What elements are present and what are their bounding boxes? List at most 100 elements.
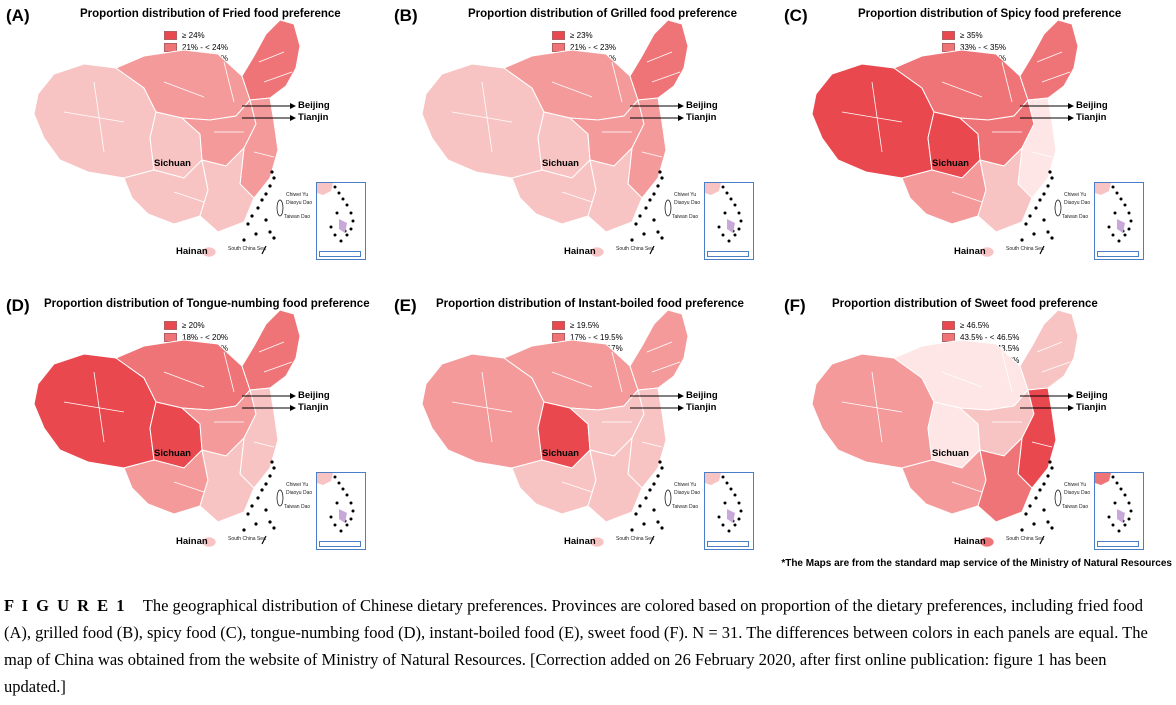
label-taiwan-dao: Taiwan Dao (284, 214, 311, 220)
coast-island-dot (1046, 230, 1050, 234)
inset-island-dot (349, 501, 353, 505)
label-south-china-sea: South China Sea (228, 246, 266, 252)
label-chiwei-yu: Chiwei Yu (674, 482, 697, 488)
hainan-island (589, 536, 605, 548)
scs-marker (649, 245, 655, 255)
coast-island-dot (1050, 176, 1054, 180)
legend-label: ≥ 46.5% (960, 321, 990, 330)
coast-island-dot (256, 496, 260, 500)
inset-island-dot (345, 203, 349, 207)
inset-island-dot (739, 509, 743, 513)
inset-island-dot (1107, 515, 1111, 519)
caption-text: The geographical distribution of Chinese… (4, 596, 1148, 696)
coast-island-dot (1038, 198, 1042, 202)
inset-island-dot (1119, 487, 1123, 491)
panel-letter: (F) (784, 296, 806, 315)
region-east (239, 97, 279, 199)
south-china-sea-inset (704, 472, 754, 550)
coast-island-dot (1050, 526, 1054, 530)
inset-island-dot (349, 517, 353, 521)
city-arrows (1020, 105, 1068, 119)
coast-island-dot (1032, 232, 1036, 236)
inset-island-dot (333, 475, 337, 479)
inset-island-dot (339, 529, 343, 533)
figure-label: F I G U R E 1 (4, 596, 127, 615)
scs-marker (261, 245, 267, 255)
panel-a: (A) Proportion distribution of Fried foo… (4, 2, 390, 280)
inset-island-dot (1111, 233, 1115, 237)
label-tianjin: Tianjin (686, 112, 717, 123)
coast-island-dot (272, 236, 276, 240)
inset-sea-area (727, 509, 735, 523)
inset-map (317, 473, 355, 533)
inset-map (705, 183, 743, 243)
coast-island-dot (268, 184, 272, 188)
inset-island-dot (723, 501, 727, 505)
label-hainan: Hainan (954, 246, 986, 257)
south-china-sea-inset (1094, 472, 1144, 550)
legend-swatch (552, 332, 565, 342)
label-beijing: Beijing (1076, 100, 1108, 111)
label-diaoyu-dao: Diaoyu Dao (674, 200, 701, 206)
legend-item: ≥ 23% (552, 30, 616, 41)
region-south (977, 436, 1033, 523)
coast-island-dot (1050, 466, 1054, 470)
label-sichuan: Sichuan (932, 158, 969, 169)
coast-island-dot (634, 512, 638, 516)
inset-island-dot (345, 493, 349, 497)
inset-island-dot (717, 515, 721, 519)
coast-island-dot (1038, 488, 1042, 492)
region-northeast (1019, 19, 1079, 101)
inset-mainland (317, 473, 333, 485)
panel-e: (E) Proportion distribution of Instant-b… (392, 292, 778, 570)
region-south (199, 146, 255, 233)
inset-footer (1097, 251, 1139, 257)
inset-sea-area (339, 509, 347, 523)
coast-island-dot (660, 236, 664, 240)
inset-map (1095, 183, 1133, 243)
legend-item: 21% - < 23% (552, 42, 616, 53)
panel-letter: (D) (6, 296, 30, 315)
coast-island-dot (658, 170, 662, 174)
legend-item: 17% - < 19.5% (552, 332, 623, 343)
label-beijing: Beijing (686, 390, 718, 401)
inset-footer (319, 251, 361, 257)
inset-island-dot (1111, 185, 1115, 189)
legend-swatch (164, 321, 177, 330)
coast-island-dot (268, 474, 272, 478)
coast-island-dot (242, 238, 246, 242)
arrow-heads (678, 103, 684, 121)
region-northeast (241, 309, 301, 391)
inset-island-dot (1127, 211, 1131, 215)
inset-island-dot (349, 211, 353, 215)
inset-island-dot (721, 523, 725, 527)
label-diaoyu-dao: Diaoyu Dao (1064, 490, 1091, 496)
inset-island-dot (1111, 475, 1115, 479)
label-hainan: Hainan (176, 246, 208, 257)
inset-island-dot (1117, 239, 1121, 243)
inset-island-dot (737, 227, 741, 231)
inset-island-dot (337, 481, 341, 485)
legend-item: ≥ 20% (164, 320, 228, 331)
region-northeast (241, 19, 301, 101)
inset-sea-area (727, 219, 735, 233)
legend-item: ≥ 19.5% (552, 320, 623, 331)
taiwan-island (276, 199, 284, 217)
legend-swatch (552, 31, 565, 40)
legend-swatch (552, 42, 565, 52)
coast-island-dot (1028, 504, 1032, 508)
coast-island-dot (250, 504, 254, 508)
region-east (1017, 97, 1057, 199)
inset-island-dot (1129, 509, 1133, 513)
region-northeast (629, 19, 689, 101)
inset-map (705, 473, 743, 533)
taiwan-island (664, 489, 672, 507)
inset-island-dot (329, 515, 333, 519)
inset-island-dot (1127, 227, 1131, 231)
coast-island-dot (1048, 460, 1052, 464)
coast-island-dot (264, 508, 268, 512)
legend-label: ≥ 24% (182, 31, 205, 40)
coast-island-dot (660, 176, 664, 180)
label-diaoyu-dao: Diaoyu Dao (1064, 200, 1091, 206)
legend-swatch (164, 31, 177, 40)
